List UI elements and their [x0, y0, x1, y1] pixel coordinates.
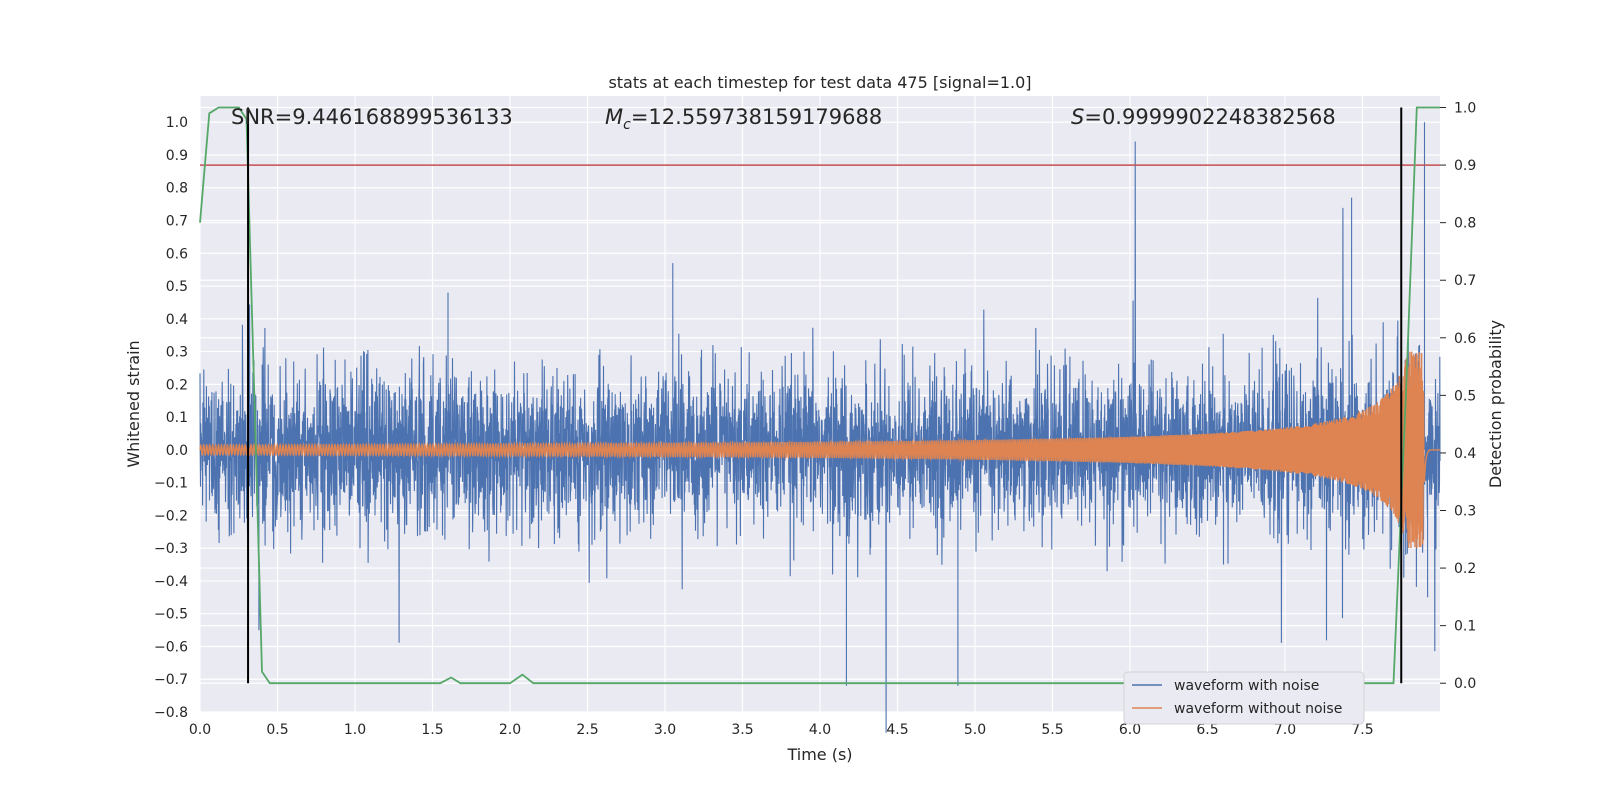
y-right-tick-label: 0.0 [1454, 676, 1476, 692]
legend-label-noise: waveform with noise [1174, 678, 1319, 694]
x-tick-label: 3.0 [654, 722, 676, 738]
y-left-tick-label: 0.3 [166, 345, 188, 361]
detection-probability-line [199, 106, 1440, 685]
y-left-tick-label: 0.6 [166, 246, 188, 262]
y-left-tick-label: 1.0 [166, 115, 188, 131]
y-left-tick-label: −0.2 [154, 508, 188, 524]
y-left-tick-label: 0.2 [166, 377, 188, 393]
overlays [199, 106, 1440, 685]
x-tick-label: 0.0 [189, 722, 211, 738]
y-left-tick-label: 0.5 [166, 279, 188, 295]
y-left-tick-label: −0.6 [154, 639, 188, 655]
y-left-tick-label: −0.7 [154, 672, 188, 688]
y-axis-label-left: Whitened strain [124, 340, 143, 467]
s-symbol: S [1071, 105, 1084, 129]
x-tick-label: 4.5 [886, 722, 908, 738]
ticks: 0.0 0.5 1.0 1.5 2.0 2.5 3.0 3.5 4.0 4.5 5.0 5.5 6.0 6… [154, 101, 1476, 738]
series-waveform-without-noise [199, 351, 1440, 549]
y-left-tick-label: −0.5 [154, 607, 188, 623]
x-tick-label: 6.5 [1196, 722, 1218, 738]
s-annotation: S=0.9999902248382568 [1071, 105, 1336, 129]
s-value: =0.9999902248382568 [1084, 105, 1335, 129]
legend-label-clean: waveform without noise [1174, 701, 1342, 717]
x-tick-label: 7.5 [1351, 722, 1373, 738]
x-tick-label: 1.0 [344, 722, 366, 738]
chart-title: stats at each timestep for test data 475… [608, 73, 1031, 92]
y-right-tick-label: 0.4 [1454, 446, 1476, 462]
y-left-tick-label: −0.8 [154, 705, 188, 721]
mc-value: =12.559738159179688 [631, 105, 882, 129]
x-tick-label: 1.5 [421, 722, 443, 738]
y-left-tick-label: 0.9 [166, 148, 188, 164]
y-right-tick-label: 1.0 [1454, 101, 1476, 117]
legend-box [1123, 671, 1365, 725]
y-right-tick-label: 0.8 [1454, 216, 1476, 232]
y-right-tick-label: 0.9 [1454, 158, 1476, 174]
y-left-tick-label: −0.1 [154, 476, 188, 492]
legend: waveform with noise waveform without noi… [1123, 671, 1365, 725]
snr-annotation: SNR=9.446168899536133 [231, 105, 513, 129]
y-left-tick-label: −0.4 [154, 574, 188, 590]
y-left-tick-label: 0.1 [166, 410, 188, 426]
x-tick-label: 6.0 [1119, 722, 1141, 738]
clean-waveform-line [199, 351, 1440, 549]
y-left-tick-label: 0.7 [166, 214, 188, 230]
y-right-tick-label: 0.2 [1454, 561, 1476, 577]
x-tick-label: 7.0 [1274, 722, 1296, 738]
mc-annotation: Mc=12.559738159179688 [605, 105, 882, 133]
x-tick-label: 3.5 [731, 722, 753, 738]
y-right-tick-label: 0.1 [1454, 619, 1476, 635]
y-axis-label-right: Detection probability [1486, 320, 1505, 488]
mc-subscript: c [623, 117, 631, 133]
y-right-tick-label: 0.5 [1454, 388, 1476, 404]
y-right-tick-label: 0.7 [1454, 273, 1476, 289]
y-right-tick-label: 0.6 [1454, 331, 1476, 347]
x-tick-label: 2.5 [576, 722, 598, 738]
y-left-tick-label: 0.0 [166, 443, 188, 459]
x-tick-label: 5.0 [964, 722, 986, 738]
x-tick-label: 2.0 [499, 722, 521, 738]
x-tick-label: 4.0 [809, 722, 831, 738]
y-right-tick-label: 0.3 [1454, 504, 1476, 520]
x-tick-label: 5.5 [1041, 722, 1063, 738]
y-left-tick-label: −0.3 [154, 541, 188, 557]
y-left-tick-label: 0.4 [166, 312, 188, 328]
y-left-tick-label: 0.8 [166, 181, 188, 197]
x-axis-label: Time (s) [786, 745, 852, 764]
mc-symbol: M [605, 105, 623, 129]
x-tick-label: 0.5 [266, 722, 288, 738]
